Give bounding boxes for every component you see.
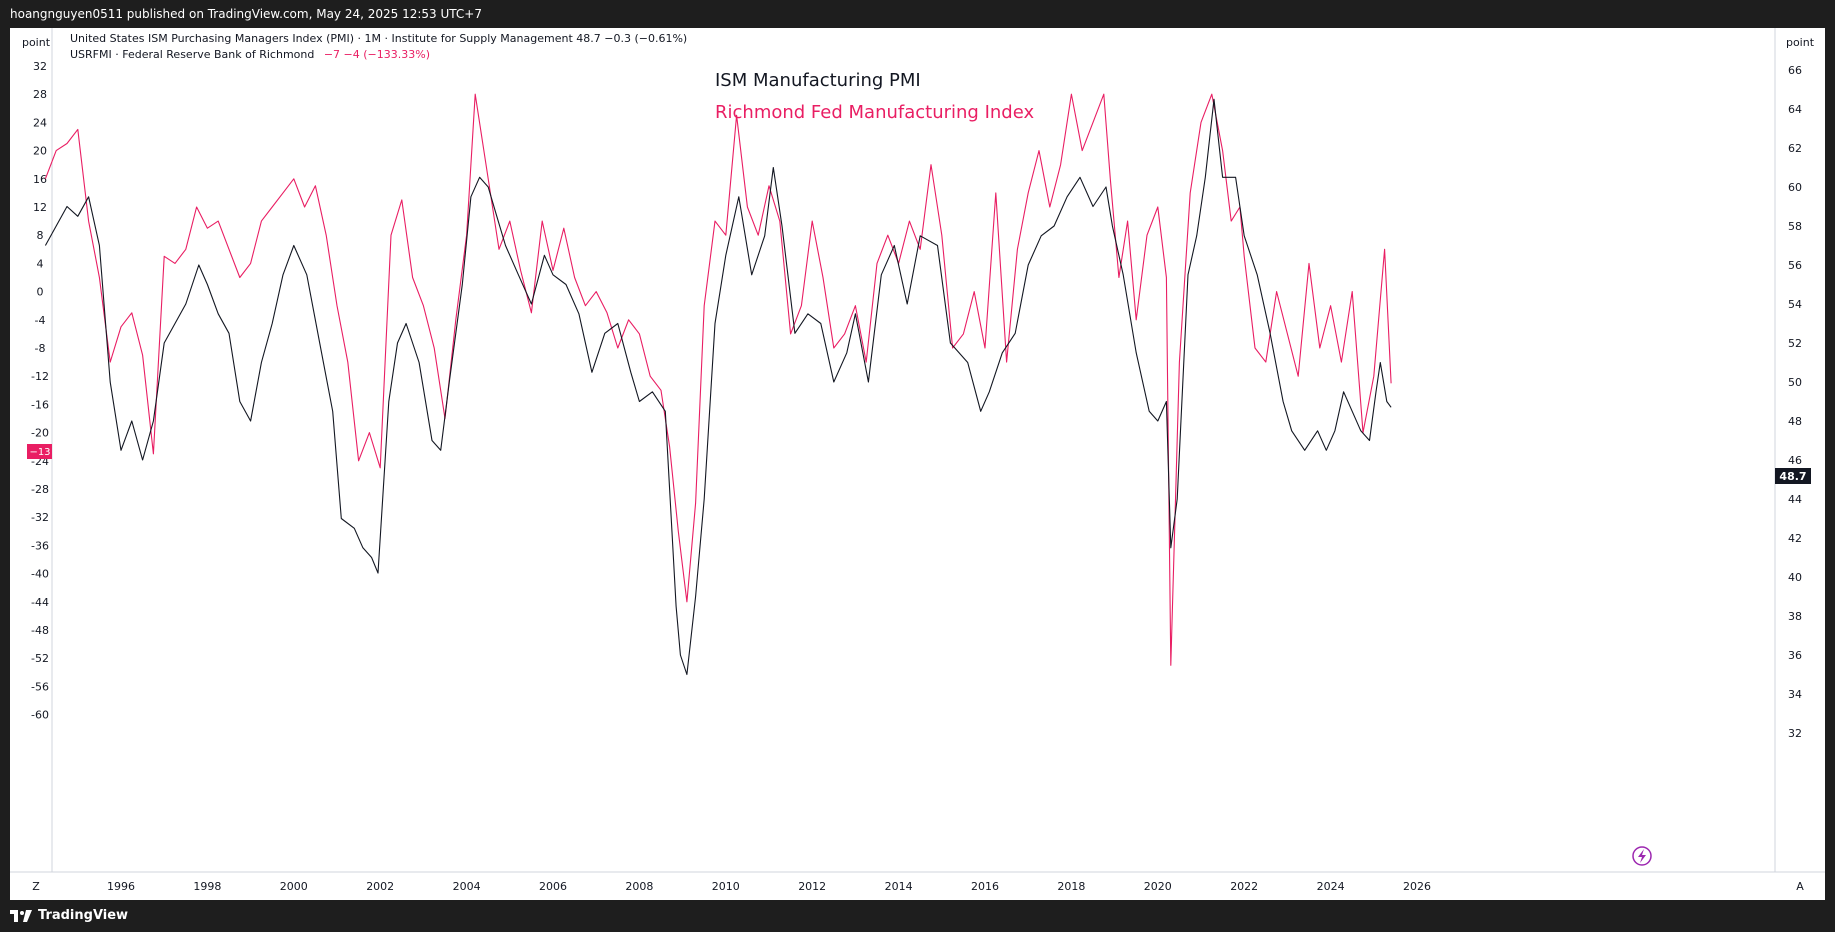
legend-ism[interactable]: United States ISM Purchasing Managers In… [70, 32, 687, 45]
left-tick-label: 4 [37, 257, 44, 270]
time-tick-label: 2002 [366, 880, 394, 893]
chart-svg[interactable]: point point Z A 322824201612840-4-8-12-1… [10, 28, 1825, 900]
legend-richmond-values: −7 −4 (−133.33%) [324, 48, 430, 61]
time-tick-label: 1996 [107, 880, 135, 893]
brand-name: TradingView [38, 908, 129, 923]
left-tick-label: -40 [31, 568, 49, 581]
time-tick-label: 2010 [712, 880, 740, 893]
right-tick-label: 52 [1788, 337, 1802, 350]
left-tick-label: -4 [35, 314, 46, 327]
right-tick-label: 64 [1788, 103, 1802, 116]
time-axis-ticks: 1996 1998 2000 2002 2004 2006 2008 2010 2012 2014… [107, 880, 1431, 893]
right-tick-label: 38 [1788, 610, 1802, 623]
right-tick-label: 62 [1788, 142, 1802, 155]
time-tick-label: 2024 [1317, 880, 1345, 893]
right-tick-label: 46 [1788, 454, 1802, 467]
left-tick-label: -20 [31, 427, 49, 440]
left-badge-text: −13 [29, 447, 50, 458]
right-tick-label: 50 [1788, 376, 1802, 389]
left-tick-label: -12 [31, 370, 49, 383]
right-tick-label: 32 [1788, 727, 1802, 740]
right-tick-label: 48 [1788, 415, 1802, 428]
auto-scale-toggle[interactable]: A [1796, 880, 1804, 893]
left-axis-unit: point [22, 36, 51, 49]
right-tick-label: 44 [1788, 493, 1802, 506]
left-tick-label: 20 [33, 145, 47, 158]
annotation-ism-title[interactable]: ISM Manufacturing PMI [715, 70, 921, 91]
right-tick-label: 54 [1788, 298, 1802, 311]
right-value-badge: 48.7 [1775, 468, 1811, 484]
time-tick-label: 1998 [193, 880, 221, 893]
tradingview-logo-icon [10, 909, 32, 922]
right-tick-label: 36 [1788, 649, 1802, 662]
right-tick-label: 60 [1788, 181, 1802, 194]
left-tick-label: -52 [31, 652, 49, 665]
left-axis-ticks: 322824201612840-4-8-12-16-20-24-28-32-36… [31, 60, 49, 722]
chart-frame: point point Z A 32 28 24 20 16 12 8 4 0 -4 -8 -12 -1… [10, 28, 1825, 900]
right-axis-panel[interactable] [1775, 28, 1825, 872]
left-value-badge: −13 [27, 444, 52, 459]
right-badge-bg [1775, 468, 1811, 484]
right-tick-label: 56 [1788, 259, 1802, 272]
annotation-richmond-title[interactable]: Richmond Fed Manufacturing Index [715, 102, 1034, 123]
left-tick-label: 8 [37, 229, 44, 242]
legend-richmond-prefix: USRFMI · Federal Reserve Bank of Richmon… [70, 48, 314, 61]
log-scale-toggle[interactable]: Z [32, 880, 40, 893]
left-badge-bg [27, 444, 52, 459]
right-tick-label: 42 [1788, 532, 1802, 545]
publish-line: hoangnguyen0511 published on TradingView… [10, 7, 482, 21]
left-tick-label: -28 [31, 483, 49, 496]
right-axis-ticks: 66 64 62 60 58 56 54 52 50 48 46 44 42 40 38 36 34 32 [1788, 64, 1802, 740]
footer: TradingView [0, 900, 1835, 932]
right-tick-label: 58 [1788, 220, 1802, 233]
time-tick-label: 2022 [1230, 880, 1258, 893]
left-tick-label: -60 [31, 709, 49, 722]
time-tick-label: 2016 [971, 880, 999, 893]
time-tick-label: 2018 [1057, 880, 1085, 893]
left-tick-label: -8 [35, 342, 46, 355]
ism-series-line[interactable] [44, 98, 1392, 676]
time-tick-label: 2000 [280, 880, 308, 893]
left-tick-label: -36 [31, 539, 49, 552]
right-tick-label: 66 [1788, 64, 1802, 77]
time-tick-label: 2026 [1403, 880, 1431, 893]
time-tick-label: 2012 [798, 880, 826, 893]
brand-logo[interactable]: TradingView [10, 908, 128, 923]
right-badge-text: 48.7 [1779, 470, 1806, 483]
richmond-series-line[interactable] [44, 93, 1392, 666]
left-tick-label: -16 [31, 398, 49, 411]
legend-richmond[interactable]: USRFMI · Federal Reserve Bank of Richmon… [70, 48, 430, 61]
right-tick-label: 40 [1788, 571, 1802, 584]
left-tick-label: 12 [33, 201, 47, 214]
left-tick-label: 16 [33, 173, 47, 186]
left-tick-label: 24 [33, 116, 47, 129]
plot-area[interactable] [44, 93, 1392, 676]
right-tick-label: 34 [1788, 688, 1802, 701]
left-tick-label: -44 [31, 596, 49, 609]
time-tick-label: 2020 [1144, 880, 1172, 893]
time-tick-label: 2004 [453, 880, 481, 893]
publish-header: hoangnguyen0511 published on TradingView… [0, 0, 1835, 28]
time-tick-label: 2014 [885, 880, 913, 893]
right-axis-unit: point [1786, 36, 1815, 49]
left-tick-label: 0 [37, 286, 44, 299]
time-tick-label: 2006 [539, 880, 567, 893]
lightning-icon[interactable] [1632, 846, 1652, 866]
left-tick-label: -56 [31, 680, 49, 693]
left-tick-label: -48 [31, 624, 49, 637]
left-tick-label: 32 [33, 60, 47, 73]
left-tick-label: 28 [33, 88, 47, 101]
time-tick-label: 2008 [625, 880, 653, 893]
left-tick-label: -32 [31, 511, 49, 524]
